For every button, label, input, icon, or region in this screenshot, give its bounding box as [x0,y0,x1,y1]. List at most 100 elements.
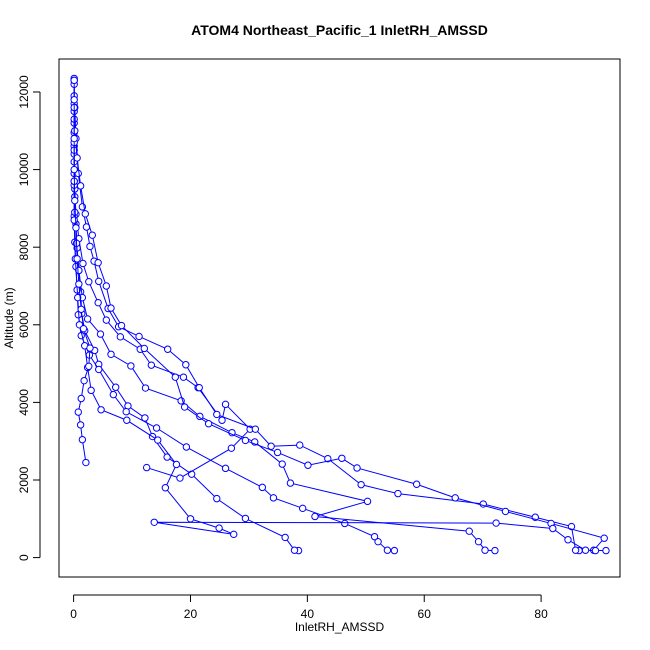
x-axis: 0 20 40 60 80 [70,594,548,621]
data-point [135,332,143,341]
data-point [76,421,85,429]
data-point [230,530,238,539]
data-point [353,464,361,472]
data-point [581,546,590,554]
data-point [241,514,250,523]
series-line [74,130,606,552]
data-point [492,519,500,527]
data-point [390,546,399,555]
data-point [204,420,213,428]
data-point [374,537,382,546]
data-point [267,442,275,450]
data-point [465,527,473,535]
data-point [383,546,392,554]
data-point [491,546,499,555]
data-point [258,483,267,492]
data-point [95,277,103,286]
data-point [86,242,94,251]
data-point [215,524,223,532]
data-point [95,365,103,374]
x-tick-label: 0 [70,607,77,621]
data-point [70,165,78,174]
data-point [147,361,156,369]
data-point [73,154,81,162]
series-4 [70,107,499,555]
data-point [79,324,88,333]
y-tick-label: 0 [17,554,31,561]
plot-frame [58,58,621,578]
data-point [85,362,93,371]
series-7 [70,76,600,555]
series-line [73,111,495,552]
series-line [73,78,299,552]
y-tick-label: 8000 [17,234,31,261]
y-tick-label: 2000 [17,466,31,493]
data-point [180,403,189,411]
data-point [80,376,88,385]
y-tick-label: 4000 [17,389,31,416]
data-point [213,494,221,503]
data-point [182,443,191,451]
data-point [152,424,161,432]
data-point [150,518,158,526]
data-point [142,463,151,472]
data-point [111,383,120,391]
data-point [394,489,402,498]
data-point [81,210,90,218]
data-point [75,280,83,288]
data-point [591,546,600,555]
data-point [163,345,172,353]
data-point [171,373,179,381]
y-tick-label: 12000 [17,75,31,109]
data-point [77,394,85,403]
data-point [74,293,82,302]
series-8 [70,96,94,467]
data-point [227,444,236,452]
y-axis-label: Altitude (m) [2,287,16,348]
data-point [85,278,93,286]
data-point [286,479,295,487]
data-point [182,361,190,369]
data-point [154,436,162,444]
y-tick-label: 6000 [17,311,31,338]
data-point [600,534,608,542]
data-point [76,182,85,190]
data-point [96,330,105,338]
data-point [83,315,92,323]
data-point [77,305,85,313]
data-point [370,532,379,541]
data-point [117,321,126,330]
data-point [102,316,111,324]
data-point [218,416,226,424]
data-point [79,259,87,268]
x-tick-label: 20 [184,607,198,621]
data-point [71,127,79,135]
x-tick-label: 80 [534,607,548,621]
data-point [109,390,118,399]
data-point [221,464,230,473]
series-line [73,80,596,552]
data-point [82,458,90,467]
data-point [567,522,576,531]
chart-title: ATOM4 Northeast_Pacific_1 InletRH_AMSSD [191,22,488,38]
data-point [602,546,610,555]
data-point [290,546,299,554]
data-point [94,259,102,267]
data-point [549,524,557,533]
data-point [88,231,97,239]
data-point [123,416,131,424]
data-point [122,408,130,416]
data-point [107,304,115,312]
data-point [176,474,184,482]
series-3 [70,80,399,555]
series-6 [71,127,610,555]
y-axis: 0 2000 4000 6000 8000 10000 12000 [17,75,41,561]
data-point [70,96,78,104]
data-point [241,436,250,445]
data-point [281,533,289,542]
data-point [298,504,307,513]
data-point [87,386,95,395]
data-point [97,406,105,414]
data-point [195,383,203,392]
